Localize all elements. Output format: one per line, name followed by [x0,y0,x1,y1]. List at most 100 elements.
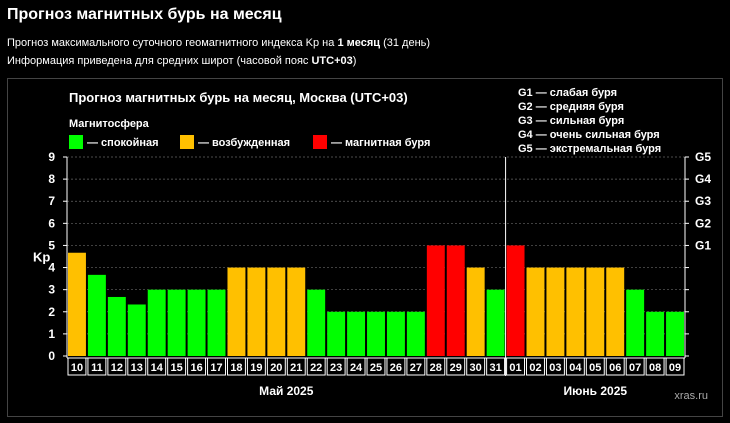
day-label-5: 15 [171,362,183,374]
day-box-26 [585,357,605,376]
day-box-1 [87,357,107,376]
g-tick-g1: G1 [695,238,711,252]
bar-11 [287,267,306,356]
day-label-26: 05 [589,362,601,374]
subtitle-period-text: Прогноз максимального суточного геомагни… [7,37,338,49]
bar-9 [247,267,266,356]
day-label-8: 18 [230,362,242,374]
day-label-12: 22 [310,362,322,374]
day-label-21: 31 [489,362,501,374]
legend-label-0: — спокойная [87,137,159,149]
g-tick-g3: G3 [695,194,711,208]
g-legend-g4: G4 — очень сильная буря [518,129,660,141]
day-box-14 [346,357,366,376]
legend-label-2: — магнитная буря [331,137,430,149]
day-label-20: 30 [470,362,482,374]
bar-22 [506,245,525,356]
bar-7 [207,289,226,356]
day-label-6: 16 [190,362,202,374]
day-box-13 [326,357,346,376]
chart-panel: Прогноз магнитных бурь на месяц, Москва … [7,78,723,417]
day-label-15: 25 [370,362,382,374]
y-tick-label-7: 7 [48,194,55,208]
y-tick-label-9: 9 [48,150,55,164]
day-box-6 [187,357,207,376]
day-box-23 [526,357,545,376]
bar-10 [267,267,286,356]
bar-29 [646,311,665,356]
day-box-21 [486,357,506,376]
subtitle-timezone-bold: UTC+03 [311,55,353,67]
day-label-1: 11 [91,362,103,374]
day-box-29 [645,357,665,376]
day-box-18 [426,357,446,376]
day-box-27 [605,357,625,376]
watermark: xras.ru [674,390,708,402]
day-box-8 [226,357,246,376]
g-tick-g2: G2 [695,216,711,230]
day-box-7 [207,357,226,376]
day-box-22 [506,357,526,376]
day-label-30: 09 [669,362,681,374]
day-box-9 [246,357,266,376]
subtitle-timezone-close: ) [352,55,357,67]
day-label-28: 07 [629,362,641,374]
day-box-0 [67,357,87,376]
day-label-4: 14 [151,362,164,374]
subtitle-timezone-text: Информация приведена для средних широт (… [7,55,312,67]
g-legend-g3: G3 — сильная буря [518,115,624,127]
bar-13 [327,311,346,356]
bar-8 [227,267,246,356]
day-label-2: 12 [111,362,123,374]
day-box-28 [625,357,645,376]
month-label-1: Июнь 2025 [564,384,628,398]
bar-0 [68,252,86,356]
day-box-20 [466,357,486,376]
bar-16 [386,311,405,356]
page-title: Прогноз магнитных бурь на месяц [7,6,282,23]
y-tick-label-2: 2 [48,305,55,319]
legend-swatch-2 [313,135,327,149]
day-label-23: 02 [529,362,541,374]
month-label-0: Май 2025 [259,384,314,398]
day-label-9: 19 [250,362,262,374]
y-tick-label-8: 8 [48,172,55,186]
day-label-14: 24 [350,362,363,374]
day-box-30 [665,357,685,376]
day-box-15 [366,357,386,376]
chart-title: Прогноз магнитных бурь на месяц, Москва … [69,90,408,105]
day-label-0: 10 [71,362,83,374]
legend-label-1: — возбужденная [198,137,290,149]
day-box-3 [127,357,147,376]
y-tick-label-4: 4 [48,261,55,275]
y-tick-label-0: 0 [48,349,55,363]
day-box-5 [167,357,187,376]
bar-4 [147,289,166,356]
day-label-19: 29 [450,362,462,374]
bar-30 [666,311,684,356]
legend-title: Магнитосфера [69,118,150,130]
subtitle-timezone: Информация приведена для средних широт (… [7,55,356,67]
day-label-22: 01 [509,362,521,374]
bar-1 [87,274,106,356]
bar-21 [486,289,505,356]
subtitle-period: Прогноз максимального суточного геомагни… [7,37,430,49]
g-tick-g5: G5 [695,150,711,164]
day-label-11: 21 [290,362,302,374]
day-box-19 [446,357,466,376]
y-tick-label-1: 1 [48,327,55,341]
legend-swatch-0 [69,135,83,149]
day-box-10 [266,357,286,376]
day-label-27: 06 [609,362,621,374]
day-box-16 [386,357,406,376]
day-label-10: 20 [270,362,282,374]
bar-18 [426,245,445,356]
g-legend-g1: G1 — слабая буря [518,87,617,99]
day-box-4 [147,357,167,376]
bar-25 [566,267,585,356]
y-tick-label-6: 6 [48,216,55,230]
day-label-25: 04 [569,362,582,374]
day-label-3: 13 [131,362,143,374]
day-box-17 [406,357,426,376]
y-axis-label: Kp [33,250,50,265]
